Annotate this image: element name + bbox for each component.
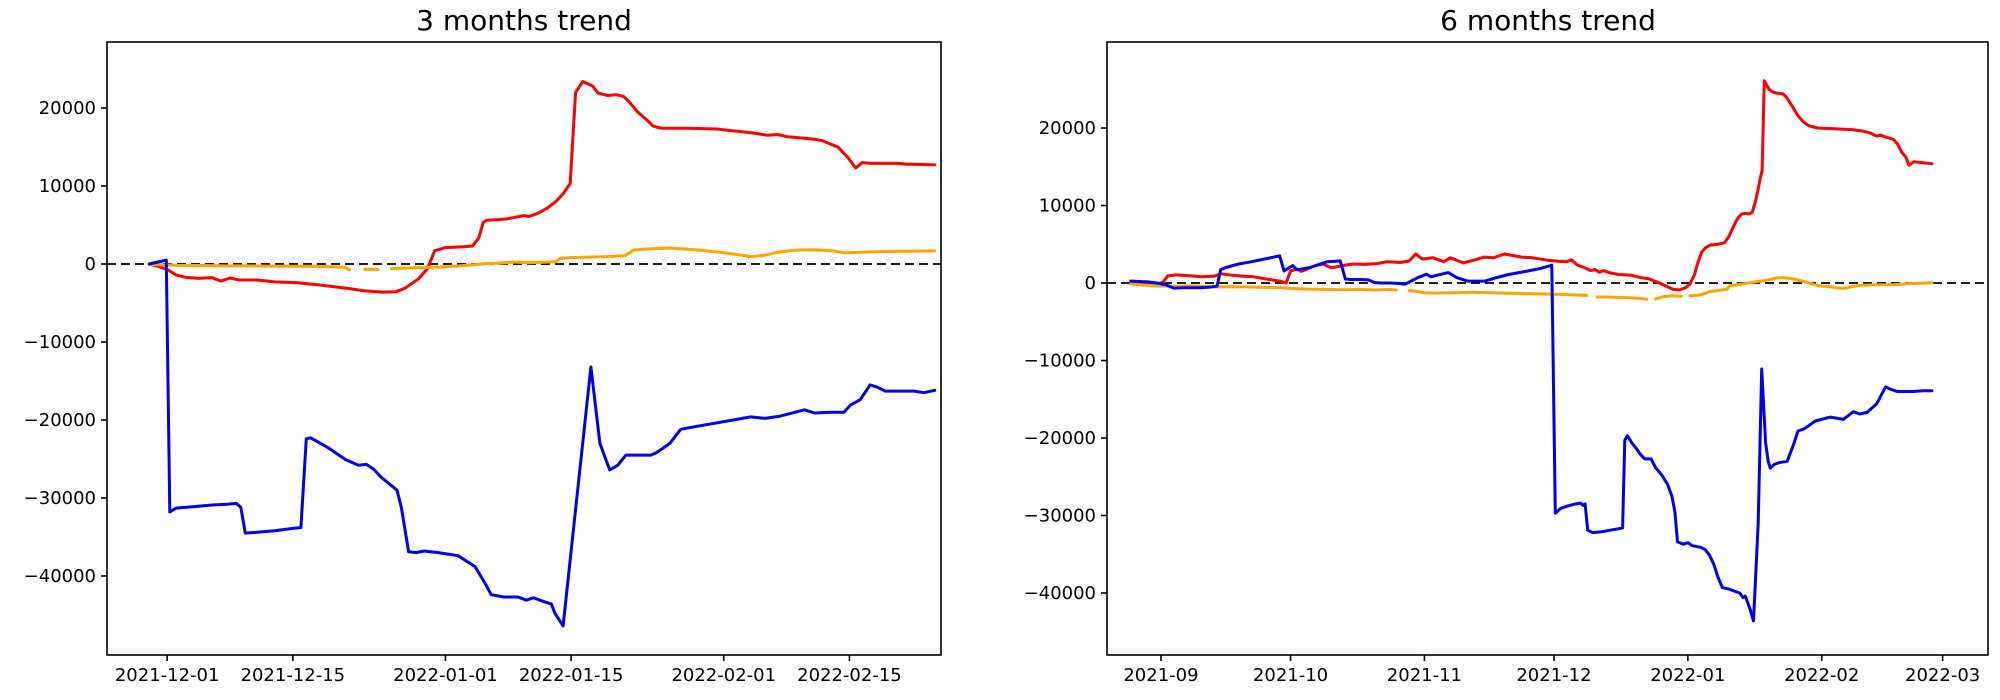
x-tick-label: 2022-01	[1650, 665, 1725, 686]
y-tick-label: −40000	[24, 566, 96, 587]
x-tick-label: 2021-12	[1516, 665, 1591, 686]
y-tick-label: 0	[1085, 273, 1096, 294]
series-line-blue	[1129, 254, 1934, 623]
series-line-red	[147, 80, 937, 294]
x-tick-label: 2021-12-15	[241, 665, 346, 686]
x-tick-label: 2022-03	[1905, 665, 1980, 686]
x-tick-label: 2022-01-15	[519, 665, 624, 686]
y-tick-label: 0	[85, 254, 96, 275]
y-tick-label: −30000	[24, 488, 96, 509]
x-tick-label: 2022-02	[1784, 665, 1859, 686]
y-tick-label: 10000	[39, 176, 96, 197]
x-tick-label: 2021-09	[1123, 665, 1198, 686]
y-tick-label: −40000	[1024, 583, 1096, 604]
x-tick-label: 2022-02-15	[797, 665, 902, 686]
y-tick-label: −20000	[1024, 428, 1096, 449]
y-tick-label: −10000	[1024, 351, 1096, 372]
chart-title-3-months: 3 months trend	[416, 4, 632, 37]
series-line-orange	[147, 246, 937, 272]
axes-spines	[106, 41, 942, 656]
series-line-red	[1129, 79, 1934, 292]
series-line-orange	[1129, 276, 1934, 301]
chart-6-months-trend: 2021-09 2021-10 2021-11 2021-12 2022-01 2022-…	[1024, 41, 1989, 686]
y-tick-label: −20000	[24, 410, 96, 431]
x-tick-label: 2021-10	[1253, 665, 1328, 686]
y-tick-label: −30000	[1024, 506, 1096, 527]
chart-3-months-trend: 2021-12-01 2021-12-15 2022-01-01 2022-01-15…	[24, 41, 942, 686]
y-tick-label: −10000	[24, 332, 96, 353]
axes-spines	[1106, 41, 1989, 656]
y-tick-label: 20000	[39, 98, 96, 119]
x-tick-label: 2022-01-01	[393, 665, 498, 686]
chart-title-6-months: 6 months trend	[1440, 4, 1656, 37]
x-tick-label: 2022-02-01	[671, 665, 776, 686]
y-tick-label: 20000	[1039, 118, 1096, 139]
series-line-blue	[147, 258, 937, 628]
y-tick-label: 10000	[1039, 196, 1096, 217]
x-tick-label: 2021-12-01	[115, 665, 220, 686]
x-tick-label: 2021-11	[1387, 665, 1462, 686]
